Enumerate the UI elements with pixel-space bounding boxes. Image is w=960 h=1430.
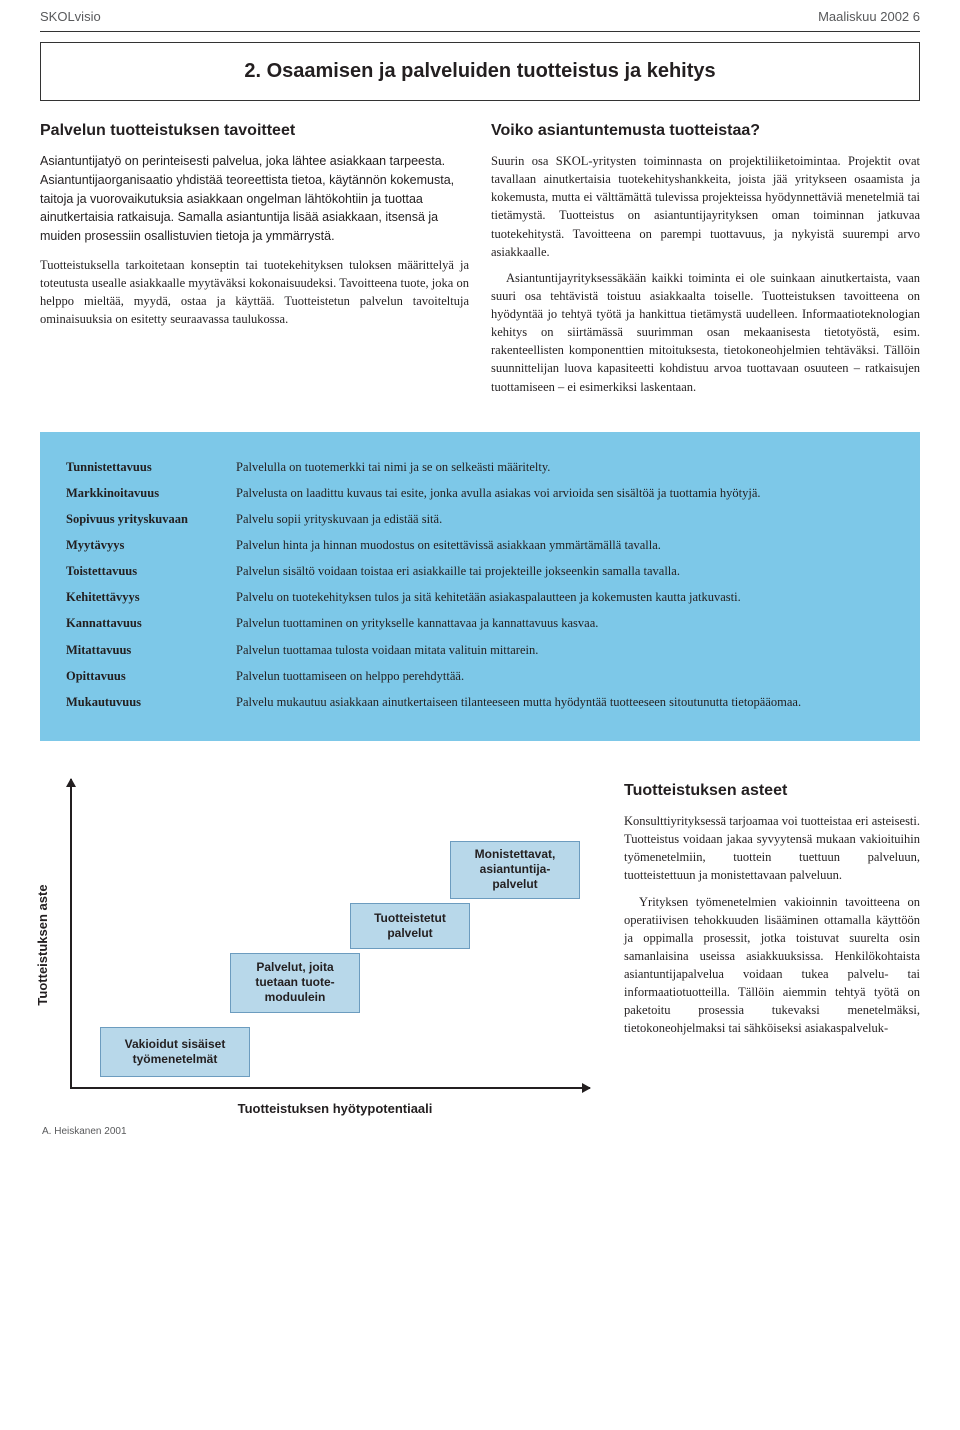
chart-step-box: Monistettavat,asiantuntija-palvelut bbox=[450, 841, 580, 899]
property-label: Opittavuus bbox=[66, 667, 236, 685]
property-description: Palvelun hinta ja hinnan muodostus on es… bbox=[236, 536, 894, 554]
property-description: Palvelu sopii yrityskuvaan ja edistää si… bbox=[236, 510, 894, 528]
property-label: Kannattavuus bbox=[66, 614, 236, 632]
bottom-heading: Tuotteistuksen asteet bbox=[624, 779, 920, 802]
chart-xlabel: Tuotteistuksen hyötypotentiaali bbox=[70, 1100, 600, 1119]
property-description: Palvelun tuottaminen on yritykselle kann… bbox=[236, 614, 894, 632]
property-label: Tunnistettavuus bbox=[66, 458, 236, 476]
chart-step-box: Vakioidut sisäisettyömenetelmät bbox=[100, 1027, 250, 1077]
header-right: Maaliskuu 2002 6 bbox=[818, 8, 920, 27]
property-description: Palvelu mukautuu asiakkaan ainutkertaise… bbox=[236, 693, 894, 711]
chart-step-box: Tuotteistetutpalvelut bbox=[350, 903, 470, 949]
header-rule bbox=[40, 31, 920, 32]
bottom-text-column: Tuotteistuksen asteet Konsulttiyritykses… bbox=[624, 779, 920, 1140]
chart-credit: A. Heiskanen 2001 bbox=[42, 1125, 600, 1140]
property-description: Palvelusta on laadittu kuvaus tai esite,… bbox=[236, 484, 894, 502]
left-body: Tuotteistuksella tarkoitetaan konseptin … bbox=[40, 256, 469, 329]
property-row: TunnistettavuusPalvelulla on tuotemerkki… bbox=[66, 458, 894, 476]
property-row: MitattavuusPalvelun tuottamaa tulosta vo… bbox=[66, 641, 894, 659]
property-description: Palvelu on tuotekehityksen tulos ja sitä… bbox=[236, 588, 894, 606]
property-label: Toistettavuus bbox=[66, 562, 236, 580]
property-label: Kehitettävyys bbox=[66, 588, 236, 606]
property-label: Mitattavuus bbox=[66, 641, 236, 659]
property-row: KannattavuusPalvelun tuottaminen on yrit… bbox=[66, 614, 894, 632]
property-row: MarkkinoitavuusPalvelusta on laadittu ku… bbox=[66, 484, 894, 502]
properties-box: TunnistettavuusPalvelulla on tuotemerkki… bbox=[40, 432, 920, 741]
two-column-body: Palvelun tuotteistuksen tavoitteet Asian… bbox=[0, 119, 960, 404]
header-left: SKOLvisio bbox=[40, 8, 101, 27]
property-row: MukautuvuusPalvelu mukautuu asiakkaan ai… bbox=[66, 693, 894, 711]
property-label: Mukautuvuus bbox=[66, 693, 236, 711]
right-p2: Asiantuntijayrityksessäkään kaikki toimi… bbox=[491, 269, 920, 396]
property-description: Palvelulla on tuotemerkki tai nimi ja se… bbox=[236, 458, 894, 476]
bottom-section: Tuotteistuksen aste Vakioidut sisäisetty… bbox=[0, 769, 960, 1170]
property-row: MyytävyysPalvelun hinta ja hinnan muodos… bbox=[66, 536, 894, 554]
left-column: Palvelun tuotteistuksen tavoitteet Asian… bbox=[40, 119, 469, 404]
property-description: Palvelun tuottamaa tulosta voidaan mitat… bbox=[236, 641, 894, 659]
property-row: ToistettavuusPalvelun sisältö voidaan to… bbox=[66, 562, 894, 580]
chart-step-box: Palvelut, joitatuetaan tuote-moduulein bbox=[230, 953, 360, 1013]
property-row: Sopivuus yrityskuvaanPalvelu sopii yrity… bbox=[66, 510, 894, 528]
property-label: Sopivuus yrityskuvaan bbox=[66, 510, 236, 528]
page-header: SKOLvisio Maaliskuu 2002 6 bbox=[0, 0, 960, 31]
section-title: 2. Osaamisen ja palveluiden tuotteistus … bbox=[40, 42, 920, 101]
right-heading: Voiko asiantuntemusta tuotteistaa? bbox=[491, 119, 920, 142]
bottom-p1: Konsulttiyrityksessä tarjoamaa voi tuott… bbox=[624, 812, 920, 885]
property-description: Palvelun tuottamiseen on helppo perehdyt… bbox=[236, 667, 894, 685]
property-label: Markkinoitavuus bbox=[66, 484, 236, 502]
bottom-p2: Yrityksen työmenetelmien vakioinnin tavo… bbox=[624, 893, 920, 1038]
step-chart: Tuotteistuksen aste Vakioidut sisäisetty… bbox=[40, 779, 600, 1140]
x-axis bbox=[70, 1087, 590, 1089]
chart-ylabel: Tuotteistuksen aste bbox=[34, 884, 53, 1005]
right-p1: Suurin osa SKOL-yritysten toiminnasta on… bbox=[491, 152, 920, 261]
left-heading: Palvelun tuotteistuksen tavoitteet bbox=[40, 119, 469, 142]
property-row: KehitettävyysPalvelu on tuotekehityksen … bbox=[66, 588, 894, 606]
chart-frame: Vakioidut sisäisettyömenetelmät Palvelut,… bbox=[70, 779, 600, 1119]
y-axis bbox=[70, 779, 72, 1089]
right-column: Voiko asiantuntemusta tuotteistaa? Suuri… bbox=[491, 119, 920, 404]
property-row: OpittavuusPalvelun tuottamiseen on helpp… bbox=[66, 667, 894, 685]
property-description: Palvelun sisältö voidaan toistaa eri asi… bbox=[236, 562, 894, 580]
property-label: Myytävyys bbox=[66, 536, 236, 554]
left-lead: Asiantuntijatyö on perinteisesti palvelu… bbox=[40, 152, 469, 246]
